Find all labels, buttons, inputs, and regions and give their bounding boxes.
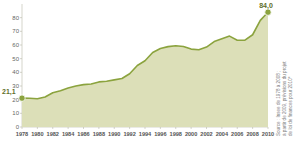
x-tick-label: 2000 bbox=[185, 131, 197, 137]
y-tick-label: 40 bbox=[12, 69, 19, 75]
plot-area bbox=[22, 12, 268, 127]
data-label: 21,1 bbox=[2, 88, 16, 96]
x-tick bbox=[237, 127, 238, 129]
x-tick bbox=[22, 127, 23, 129]
x-tick-label: 1992 bbox=[123, 131, 135, 137]
x-tick bbox=[175, 127, 176, 129]
source: à partir de 2009, prévisions du projet bbox=[282, 61, 287, 136]
x-tick-label: 2010 bbox=[262, 131, 274, 137]
y-tick bbox=[20, 45, 22, 46]
x-tick bbox=[52, 127, 53, 129]
x-tick-label: 1986 bbox=[77, 131, 89, 137]
x-tick-label: 1996 bbox=[154, 131, 166, 137]
x-tick-label: 1980 bbox=[31, 131, 43, 137]
line bbox=[22, 12, 268, 99]
x-tick bbox=[221, 127, 222, 129]
y-tick-label: 70 bbox=[12, 28, 19, 34]
end-point bbox=[265, 9, 271, 15]
x-tick-label: 2004 bbox=[216, 131, 229, 137]
y-tick bbox=[20, 31, 22, 32]
x-tick bbox=[252, 127, 253, 129]
x-tick bbox=[98, 127, 99, 129]
x-tick bbox=[68, 127, 69, 129]
x-tick-label: 1990 bbox=[108, 131, 120, 137]
x-tick-label: 2006 bbox=[231, 131, 243, 137]
y-tick-label: 10 bbox=[12, 110, 19, 116]
y-tick bbox=[20, 17, 22, 18]
y-tick-label: 60 bbox=[12, 42, 19, 48]
x-tick bbox=[129, 127, 130, 129]
y-tick bbox=[20, 86, 22, 87]
x-tick-label: 2002 bbox=[200, 131, 212, 137]
x-tick bbox=[83, 127, 84, 129]
area bbox=[22, 12, 268, 127]
x-tick-label: 1978 bbox=[16, 131, 28, 137]
y-tick-label: 80 bbox=[12, 15, 19, 21]
x-tick-label: 1988 bbox=[93, 131, 105, 137]
source: Source : Insee de 1978 à 2008 ; bbox=[276, 71, 281, 136]
chart: 0102030405060708019781980198219841986198… bbox=[0, 0, 299, 145]
x-tick bbox=[114, 127, 115, 129]
x-tick bbox=[160, 127, 161, 129]
y-tick-label: 0 bbox=[16, 124, 20, 130]
y-tick-label: 50 bbox=[12, 56, 19, 62]
x-tick-label: 1982 bbox=[47, 131, 59, 137]
x-tick bbox=[145, 127, 146, 129]
source: de loi de finances pour 2010* bbox=[288, 76, 293, 136]
y-tick bbox=[20, 113, 22, 114]
x-tick bbox=[268, 127, 269, 129]
x-tick-label: 1998 bbox=[170, 131, 182, 137]
y-tick bbox=[20, 72, 22, 73]
x-tick bbox=[191, 127, 192, 129]
x-tick-label: 1994 bbox=[139, 131, 152, 137]
x-tick bbox=[37, 127, 38, 129]
x-tick-label: 2008 bbox=[246, 131, 258, 137]
x-tick bbox=[206, 127, 207, 129]
data-label: 84,0 bbox=[259, 2, 273, 10]
end-point bbox=[19, 95, 25, 101]
x-tick-label: 1984 bbox=[62, 131, 75, 137]
y-tick bbox=[20, 58, 22, 59]
